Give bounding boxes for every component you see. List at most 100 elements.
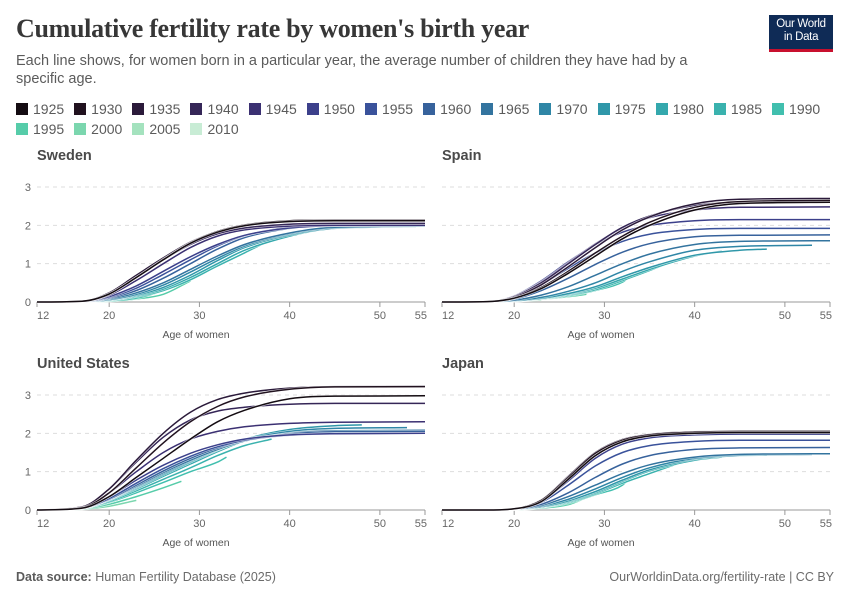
legend-swatch	[248, 103, 261, 115]
x-tick-label: 40	[284, 518, 296, 530]
x-tick-label: 50	[374, 518, 386, 530]
series-halo-1945	[36, 420, 426, 512]
series-line-1970[interactable]	[36, 225, 417, 303]
series-line-1935[interactable]	[441, 197, 831, 303]
x-tick-label: 20	[508, 310, 520, 322]
legend-item-1960[interactable]: 1960	[423, 101, 471, 117]
series-line-1925[interactable]	[36, 219, 425, 303]
legend-item-1995[interactable]: 1995	[16, 121, 64, 137]
legend-label: 1945	[265, 101, 297, 117]
panel-spain: Spain 12 20 30 40 50 55 Age of women	[425, 148, 850, 370]
x-tick-label: 40	[284, 310, 296, 322]
owid-logo[interactable]: Our World in Data	[769, 15, 833, 52]
series-halo-1940	[36, 402, 425, 512]
legend-item-2000[interactable]: 2000	[74, 121, 122, 137]
series-line-1935[interactable]	[36, 385, 426, 511]
series-line-1940[interactable]	[36, 222, 425, 303]
legend-item-1940[interactable]: 1940	[190, 101, 239, 117]
series-line-1975[interactable]	[441, 248, 767, 303]
legend-swatch	[364, 103, 377, 115]
x-axis-label: Age of women	[567, 329, 634, 341]
series-line-1925[interactable]	[441, 201, 831, 303]
series-halo-1970	[441, 244, 813, 304]
y-tick-label: 1	[25, 467, 31, 479]
legend-item-1975[interactable]: 1975	[597, 101, 646, 117]
legend-item-1955[interactable]: 1955	[364, 101, 414, 117]
legend-item-1985[interactable]: 1985	[713, 101, 763, 117]
series-halo-1955	[36, 222, 426, 304]
chart-svg: 12 20 30 40 50 55 Age of women	[441, 186, 832, 341]
panel-japan: Japan 12 20 30 40 50 55 Age of women	[425, 356, 850, 578]
series-line-1930[interactable]	[441, 199, 831, 303]
x-tick-label: 50	[374, 310, 386, 322]
series-line-1925[interactable]	[36, 395, 426, 511]
legend-item-1965[interactable]: 1965	[481, 101, 529, 117]
y-tick-label: 0	[25, 505, 31, 517]
series-halo-1935	[441, 197, 831, 304]
legend-swatch	[132, 123, 145, 135]
legend-label: 2010	[207, 121, 239, 137]
series-halo-1975	[441, 247, 767, 304]
series-line-1940[interactable]	[442, 431, 830, 511]
legend-item-1925[interactable]: 1925	[16, 101, 64, 117]
panel-united-states: United States 0 1 2 3 12 20 30 40 50 55 Age of wom…	[0, 356, 427, 578]
series-line-1955[interactable]	[36, 223, 426, 303]
legend-item-1950[interactable]: 1950	[306, 101, 355, 117]
series-line-1965[interactable]	[442, 452, 831, 511]
legend-item-1945[interactable]: 1945	[248, 101, 297, 117]
legend-item-1970[interactable]: 1970	[539, 101, 588, 117]
x-tick-label: 40	[689, 310, 701, 322]
legend-label: 1985	[730, 101, 763, 117]
legend-item-1935[interactable]: 1935	[132, 101, 180, 117]
legend-label: 1955	[381, 101, 414, 117]
series-halo-1940	[36, 222, 425, 304]
x-tick-label: 50	[779, 518, 791, 530]
legend-label: 2005	[149, 121, 181, 137]
legend-label: 1970	[556, 101, 588, 117]
legend-label: 1940	[207, 101, 239, 117]
y-tick-label: 2	[25, 220, 31, 232]
legend-label: 1965	[498, 101, 530, 117]
series-line-1930[interactable]	[36, 385, 426, 511]
series-line-1940[interactable]	[441, 200, 831, 303]
series-halo-1935	[442, 430, 830, 512]
legend-swatch	[190, 103, 203, 115]
legend-label: 1980	[672, 101, 704, 117]
legend-label: 1930	[91, 101, 123, 117]
source-link[interactable]: OurWorldinData.org/fertility-rate | CC B…	[609, 570, 834, 584]
series-halo-1925	[441, 201, 831, 304]
legend-swatch	[16, 103, 28, 115]
x-tick-label: 55	[820, 518, 832, 530]
logo-line-2: in Data	[783, 31, 819, 43]
series-halo-1925	[36, 394, 426, 512]
series-line-1940[interactable]	[36, 402, 425, 511]
legend-item-1990[interactable]: 1990	[772, 101, 820, 117]
series-line-1945[interactable]	[36, 421, 426, 511]
source-label: Data source:	[16, 570, 92, 584]
legend-label: 1950	[323, 101, 355, 117]
x-tick-label: 12	[442, 310, 454, 322]
x-tick-label: 20	[103, 518, 115, 530]
legend-swatch	[481, 103, 494, 115]
panel-title: Japan	[442, 356, 484, 372]
legend-swatch	[190, 123, 203, 135]
x-tick-label: 40	[689, 518, 701, 530]
chart-svg: 12 20 30 40 50 55 Age of women	[441, 394, 832, 549]
legend-swatch	[74, 103, 87, 115]
legend-item-2010[interactable]: 2010	[190, 121, 239, 137]
series-line-1930[interactable]	[442, 430, 830, 511]
x-tick-label: 30	[193, 518, 205, 530]
legend-swatch	[772, 103, 785, 115]
series-line-1970[interactable]	[441, 244, 813, 303]
legend-item-2005[interactable]: 2005	[132, 121, 180, 137]
legend-item-1930[interactable]: 1930	[74, 101, 122, 117]
series-line-1970[interactable]	[36, 426, 408, 511]
x-tick-label: 20	[508, 518, 520, 530]
y-tick-label: 2	[25, 428, 31, 440]
series-halo-1965	[442, 452, 831, 512]
series-line-1935[interactable]	[442, 430, 830, 511]
legend-item-1980[interactable]: 1980	[655, 101, 704, 117]
legend-label: 1935	[149, 101, 181, 117]
series-line-1925[interactable]	[442, 431, 830, 511]
